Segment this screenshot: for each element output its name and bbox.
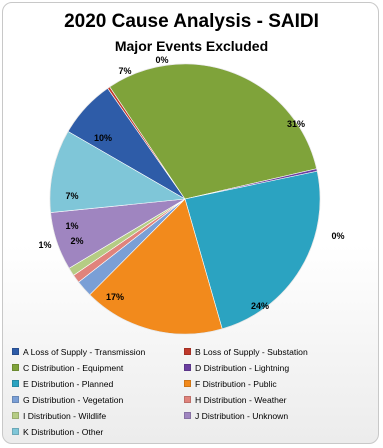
legend-label: C Distribution - Equipment <box>23 362 124 373</box>
data-label: 0% <box>331 231 344 241</box>
data-label: 17% <box>106 292 124 302</box>
legend-label: J Distribution - Unknown <box>195 410 289 421</box>
legend: A Loss of Supply - Transmission B Loss of… <box>12 345 372 438</box>
legend-item: F Distribution - Public <box>184 377 364 390</box>
legend-swatch <box>12 412 19 419</box>
pie-slice-c <box>109 63 317 200</box>
data-label: 24% <box>251 301 269 311</box>
pie-outline <box>49 63 321 335</box>
legend-label: B Loss of Supply - Substation <box>195 346 308 357</box>
legend-item: D Distribution - Lightning <box>184 361 364 374</box>
data-label: 31% <box>287 119 305 129</box>
data-label: 1% <box>38 240 51 250</box>
legend-label: H Distribution - Weather <box>195 394 287 405</box>
pie-slice-e <box>184 170 321 330</box>
legend-swatch <box>184 396 191 403</box>
legend-swatch <box>12 348 19 355</box>
legend-swatch <box>184 412 191 419</box>
legend-swatch <box>12 428 19 435</box>
legend-swatch <box>12 380 19 387</box>
legend-label: K Distribution - Other <box>23 426 104 437</box>
legend-swatch <box>184 364 191 371</box>
legend-label: F Distribution - Public <box>195 378 277 389</box>
legend-item: K Distribution - Other <box>12 425 184 438</box>
legend-item: C Distribution - Equipment <box>12 361 184 374</box>
pie-slice-f <box>89 198 223 335</box>
pie-slices <box>49 63 321 335</box>
legend-item: A Loss of Supply - Transmission <box>12 345 184 358</box>
legend-item: E Distribution - Planned <box>12 377 184 390</box>
legend-item: I Distribution - Wildlife <box>12 409 184 422</box>
pie-slice-k <box>49 131 186 213</box>
legend-label: I Distribution - Wildlife <box>23 410 107 421</box>
legend-item: B Loss of Supply - Substation <box>184 345 364 358</box>
legend-label: E Distribution - Planned <box>23 378 114 389</box>
legend-item: H Distribution - Weather <box>184 393 364 406</box>
legend-swatch <box>184 380 191 387</box>
chart-subtitle: Major Events Excluded <box>114 38 269 54</box>
legend-label: D Distribution - Lightning <box>195 362 290 373</box>
data-label: 1% <box>65 221 78 231</box>
data-label: 7% <box>65 191 78 201</box>
legend-item: G Distribution - Vegetation <box>12 393 184 406</box>
legend-swatch <box>12 364 19 371</box>
legend-label: A Loss of Supply - Transmission <box>23 346 146 357</box>
data-label: 7% <box>118 66 131 76</box>
chart-title: 2020 Cause Analysis - SAIDI <box>64 11 319 32</box>
legend-swatch <box>12 396 19 403</box>
data-label: 10% <box>94 133 112 143</box>
data-label: 0% <box>155 55 168 65</box>
data-label: 2% <box>70 236 83 246</box>
legend-label: G Distribution - Vegetation <box>23 394 124 405</box>
legend-swatch <box>184 348 191 355</box>
legend-item: J Distribution - Unknown <box>184 409 364 422</box>
